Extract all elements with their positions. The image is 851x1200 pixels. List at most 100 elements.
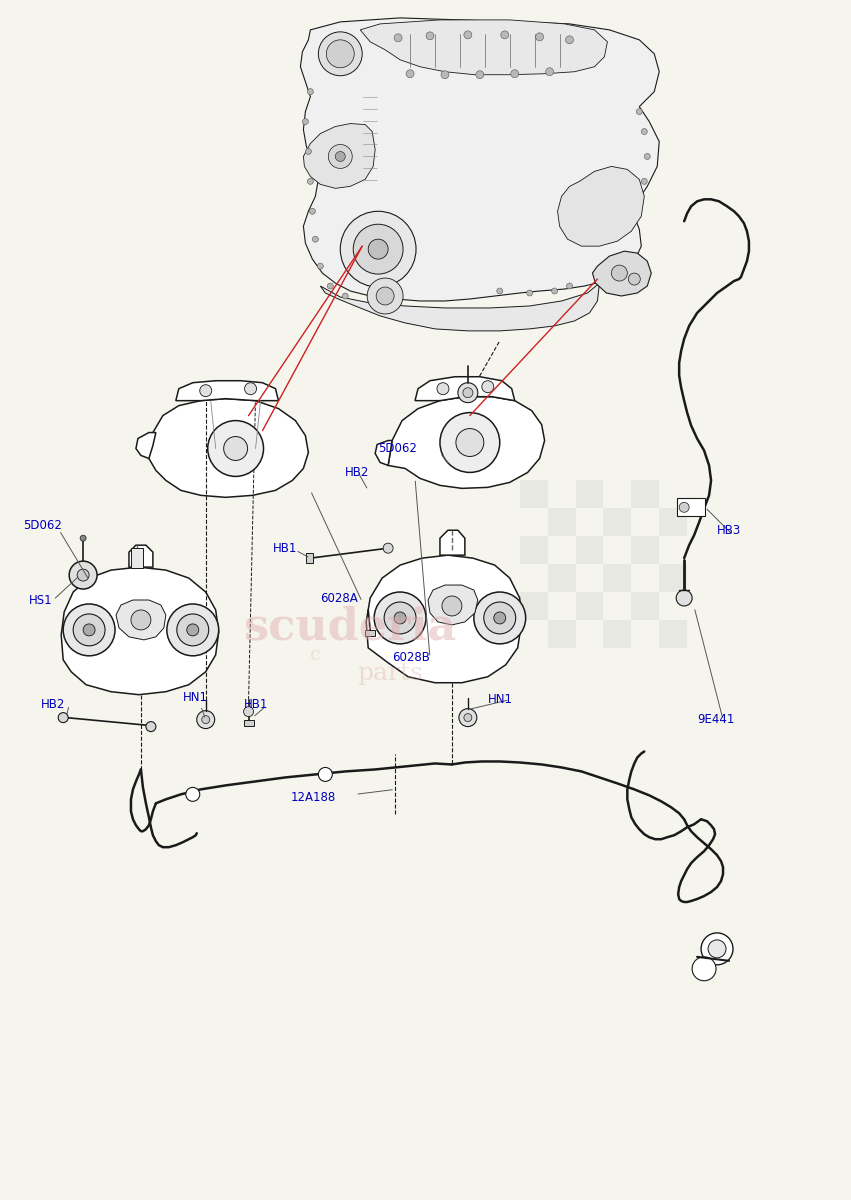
Circle shape bbox=[318, 768, 332, 781]
Circle shape bbox=[310, 209, 316, 215]
Bar bbox=[603, 509, 631, 536]
Circle shape bbox=[679, 503, 689, 512]
Bar bbox=[243, 720, 254, 726]
Bar bbox=[547, 620, 575, 648]
Circle shape bbox=[708, 940, 726, 958]
Circle shape bbox=[459, 709, 477, 726]
Circle shape bbox=[476, 71, 484, 79]
Polygon shape bbox=[375, 440, 392, 466]
Circle shape bbox=[200, 385, 212, 397]
Circle shape bbox=[383, 544, 393, 553]
Bar bbox=[520, 480, 547, 509]
Text: HN1: HN1 bbox=[183, 691, 208, 704]
Circle shape bbox=[177, 614, 208, 646]
Bar bbox=[603, 564, 631, 592]
Bar bbox=[547, 509, 575, 536]
Circle shape bbox=[677, 590, 692, 606]
Circle shape bbox=[353, 224, 403, 274]
Circle shape bbox=[312, 236, 318, 242]
Text: HS1: HS1 bbox=[29, 594, 53, 606]
Circle shape bbox=[376, 287, 394, 305]
Circle shape bbox=[197, 710, 214, 728]
Circle shape bbox=[384, 602, 416, 634]
Circle shape bbox=[367, 278, 403, 314]
Bar bbox=[660, 509, 687, 536]
Bar bbox=[631, 536, 660, 564]
Circle shape bbox=[442, 596, 462, 616]
Circle shape bbox=[692, 956, 716, 980]
Polygon shape bbox=[320, 283, 599, 331]
Circle shape bbox=[394, 34, 402, 42]
Polygon shape bbox=[592, 251, 651, 296]
Polygon shape bbox=[428, 586, 477, 625]
Circle shape bbox=[500, 31, 509, 38]
Circle shape bbox=[567, 283, 573, 289]
Polygon shape bbox=[176, 380, 278, 401]
Bar bbox=[131, 548, 143, 568]
Circle shape bbox=[527, 290, 533, 296]
Circle shape bbox=[342, 293, 348, 299]
Circle shape bbox=[244, 383, 256, 395]
Circle shape bbox=[77, 569, 89, 581]
Text: 5D062: 5D062 bbox=[378, 442, 417, 455]
Circle shape bbox=[328, 283, 334, 289]
Circle shape bbox=[335, 151, 346, 162]
Circle shape bbox=[83, 624, 95, 636]
Circle shape bbox=[58, 713, 68, 722]
Bar bbox=[603, 620, 631, 648]
Polygon shape bbox=[116, 600, 166, 640]
Circle shape bbox=[243, 707, 254, 716]
Circle shape bbox=[224, 437, 248, 461]
Polygon shape bbox=[300, 18, 660, 301]
Bar bbox=[365, 630, 375, 636]
Text: parts: parts bbox=[357, 661, 423, 685]
Text: c: c bbox=[311, 646, 322, 664]
Circle shape bbox=[307, 89, 313, 95]
Circle shape bbox=[208, 420, 264, 476]
Polygon shape bbox=[557, 167, 644, 246]
Bar bbox=[631, 480, 660, 509]
Polygon shape bbox=[366, 556, 522, 683]
Text: HB3: HB3 bbox=[717, 523, 741, 536]
Text: HN1: HN1 bbox=[488, 694, 513, 706]
Circle shape bbox=[484, 602, 516, 634]
Circle shape bbox=[474, 592, 526, 644]
Circle shape bbox=[545, 67, 554, 76]
Circle shape bbox=[340, 211, 416, 287]
Circle shape bbox=[318, 32, 363, 76]
Polygon shape bbox=[440, 530, 465, 556]
Text: 12A188: 12A188 bbox=[290, 791, 335, 804]
Bar bbox=[306, 553, 313, 563]
Bar bbox=[547, 564, 575, 592]
Circle shape bbox=[511, 70, 519, 78]
Circle shape bbox=[426, 32, 434, 40]
Polygon shape bbox=[415, 377, 515, 401]
Circle shape bbox=[306, 149, 311, 155]
Circle shape bbox=[482, 380, 494, 392]
Circle shape bbox=[642, 128, 648, 134]
Circle shape bbox=[566, 36, 574, 44]
Circle shape bbox=[406, 70, 414, 78]
Circle shape bbox=[80, 535, 86, 541]
Circle shape bbox=[131, 610, 151, 630]
Circle shape bbox=[302, 119, 308, 125]
Circle shape bbox=[394, 612, 406, 624]
Circle shape bbox=[63, 604, 115, 656]
Circle shape bbox=[551, 288, 557, 294]
Circle shape bbox=[69, 562, 97, 589]
Text: HB2: HB2 bbox=[41, 698, 66, 712]
Text: HB1: HB1 bbox=[243, 698, 268, 712]
Circle shape bbox=[437, 383, 449, 395]
Bar bbox=[677, 498, 705, 516]
Bar bbox=[520, 536, 547, 564]
Circle shape bbox=[374, 592, 426, 644]
Circle shape bbox=[73, 614, 105, 646]
Circle shape bbox=[464, 31, 471, 38]
Circle shape bbox=[535, 32, 544, 41]
Circle shape bbox=[611, 265, 627, 281]
Text: 9E441: 9E441 bbox=[697, 713, 734, 726]
Polygon shape bbox=[360, 20, 608, 74]
Circle shape bbox=[456, 428, 484, 456]
Circle shape bbox=[464, 714, 471, 721]
Circle shape bbox=[440, 413, 500, 473]
